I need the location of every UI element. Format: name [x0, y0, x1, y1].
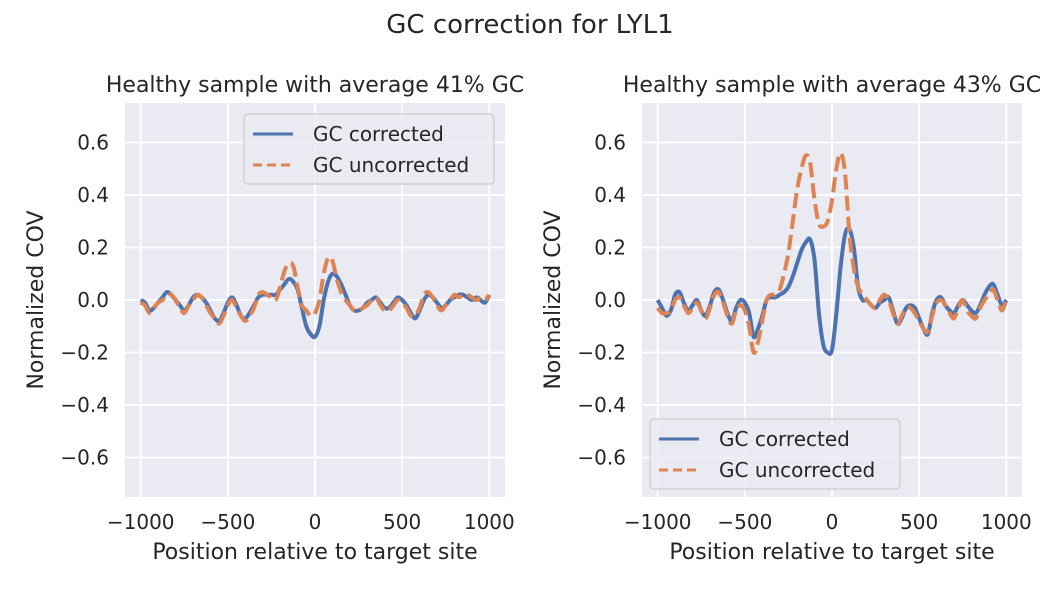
y-tick-label: 0.2 — [77, 235, 109, 259]
x-tick-label: 1000 — [464, 510, 515, 534]
legend-frame — [649, 418, 901, 490]
x-tick-label: 1000 — [981, 510, 1032, 534]
y-tick-label: 0.6 — [594, 130, 626, 154]
y-tick-label: 0.0 — [77, 288, 109, 312]
y-tick-label: 0.2 — [594, 235, 626, 259]
panel-title: Healthy sample with average 43% GC — [623, 73, 1041, 98]
x-axis-label: Position relative to target site — [152, 540, 477, 565]
legend-label: GC uncorrected — [313, 153, 469, 177]
legend: GC corrected GC uncorrected — [649, 418, 901, 490]
figure-suptitle: GC correction for LYL1 — [386, 10, 673, 40]
series-line-gc-uncorrected — [139, 254, 491, 326]
y-tick-label: −0.6 — [577, 446, 626, 470]
legend-label: GC uncorrected — [719, 458, 875, 482]
y-axis-label: Normalized COV — [24, 210, 49, 389]
y-tick-label: 0.0 — [594, 288, 626, 312]
y-tick-label: −0.2 — [577, 341, 626, 365]
x-tick-label: 500 — [900, 510, 938, 534]
legend: GC corrected GC uncorrected — [243, 113, 495, 185]
y-tick-label: −0.4 — [577, 393, 626, 417]
x-tick-label: −500 — [200, 510, 255, 534]
x-tick-label: 0 — [826, 510, 839, 534]
x-tick-label: −1000 — [107, 510, 175, 534]
legend-label: GC corrected — [313, 122, 444, 146]
panel-right: −1000 −500 0 500 1000 −0.6 −0.4 −0.2 0.0 0.2 0.4 0.… — [541, 73, 1041, 565]
y-tick-label: 0.4 — [77, 183, 109, 207]
y-axis-label: Normalized COV — [541, 210, 566, 389]
x-tick-label: 500 — [383, 510, 421, 534]
y-tick-label: −0.4 — [60, 393, 109, 417]
x-axis-label: Position relative to target site — [669, 540, 994, 565]
x-tick-label: −500 — [717, 510, 772, 534]
panel-title: Healthy sample with average 41% GC — [106, 73, 524, 98]
panel-left: −1000 −500 0 500 1000 −0.6 −0.4 −0.2 0.0 0.2 0.4 0.… — [24, 73, 524, 565]
x-tick-label: 0 — [309, 510, 322, 534]
legend-frame — [243, 113, 495, 185]
x-tick-label: −1000 — [624, 510, 692, 534]
y-tick-label: −0.6 — [60, 446, 109, 470]
y-tick-label: 0.4 — [594, 183, 626, 207]
legend-label: GC corrected — [719, 427, 850, 451]
y-tick-label: 0.6 — [77, 130, 109, 154]
y-tick-label: −0.2 — [60, 341, 109, 365]
series-line-gc-uncorrected — [656, 150, 1009, 356]
